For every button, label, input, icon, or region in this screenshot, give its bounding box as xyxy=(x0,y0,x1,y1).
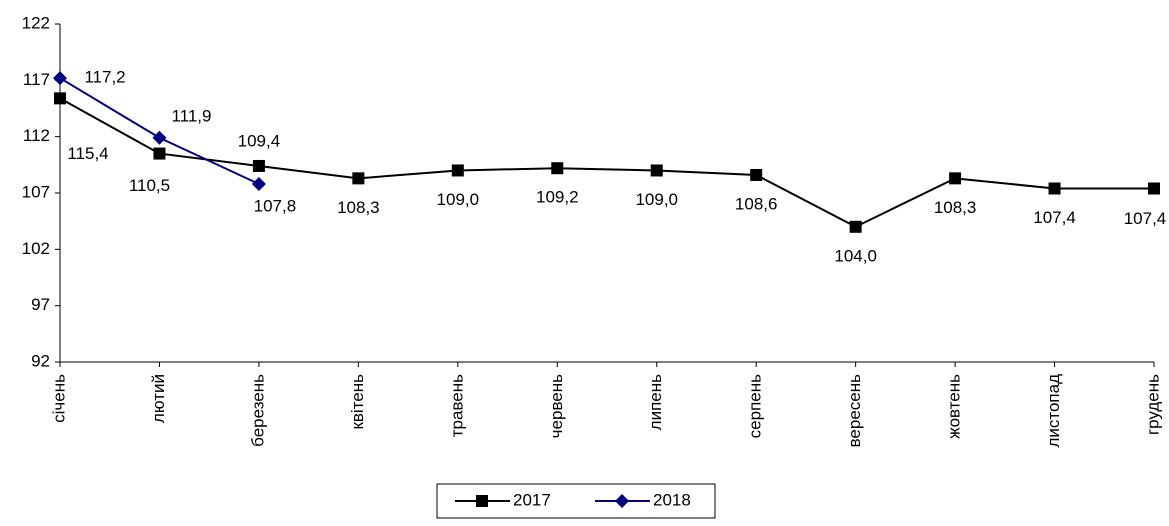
marker xyxy=(650,164,663,177)
marker xyxy=(152,130,167,145)
marker xyxy=(750,168,763,181)
marker xyxy=(615,494,629,508)
marker xyxy=(949,172,962,185)
data-label: 109,4 xyxy=(238,131,281,150)
x-tick-label: лютий xyxy=(149,374,168,423)
marker xyxy=(451,164,464,177)
x-tick-label: травень xyxy=(447,374,466,437)
marker xyxy=(251,176,266,191)
data-label: 104,0 xyxy=(834,246,877,265)
y-tick-label: 92 xyxy=(31,351,50,370)
x-tick-label: червень xyxy=(547,374,566,438)
data-label: 117,2 xyxy=(84,68,125,87)
marker xyxy=(352,172,365,185)
y-tick-label: 107 xyxy=(22,182,50,201)
y-tick-label: 112 xyxy=(23,126,50,145)
data-label: 107,4 xyxy=(1033,208,1076,227)
legend-label: 2017 xyxy=(513,490,551,509)
data-label: 108,3 xyxy=(337,198,380,217)
marker xyxy=(551,162,564,175)
marker xyxy=(476,495,488,507)
x-tick-label: грудень xyxy=(1143,374,1162,435)
x-tick-label: квітень xyxy=(348,374,367,430)
marker xyxy=(1048,182,1061,195)
legend-label: 2018 xyxy=(653,490,691,509)
data-label: 109,2 xyxy=(536,188,579,207)
data-label: 108,6 xyxy=(735,194,778,213)
data-label: 107,4 xyxy=(1124,209,1167,228)
marker xyxy=(153,147,166,160)
data-label: 110,5 xyxy=(129,176,170,195)
series-line xyxy=(59,97,1154,228)
y-tick-label: 97 xyxy=(31,295,50,314)
data-label: 111,9 xyxy=(171,106,211,125)
x-tick-label: березень xyxy=(248,374,267,447)
y-tick-label: 122 xyxy=(22,13,50,32)
marker xyxy=(849,220,862,233)
data-label: 107,8 xyxy=(254,196,297,215)
x-tick-label: вересень xyxy=(845,374,864,448)
x-tick-label: січень xyxy=(49,374,68,423)
marker xyxy=(54,92,66,105)
marker xyxy=(1148,182,1160,195)
data-label: 108,3 xyxy=(934,198,977,217)
y-tick-label: 117 xyxy=(23,70,50,89)
marker xyxy=(53,71,67,86)
data-label: 115,4 xyxy=(67,144,108,163)
marker xyxy=(252,159,265,172)
data-label: 109,0 xyxy=(437,190,480,209)
x-tick-label: липень xyxy=(646,374,665,430)
x-tick-label: серпень xyxy=(746,374,765,438)
y-tick-label: 102 xyxy=(22,239,50,258)
x-tick-label: листопад xyxy=(1044,374,1063,448)
data-label: 109,0 xyxy=(635,190,678,209)
x-tick-label: жовтень xyxy=(945,374,964,439)
